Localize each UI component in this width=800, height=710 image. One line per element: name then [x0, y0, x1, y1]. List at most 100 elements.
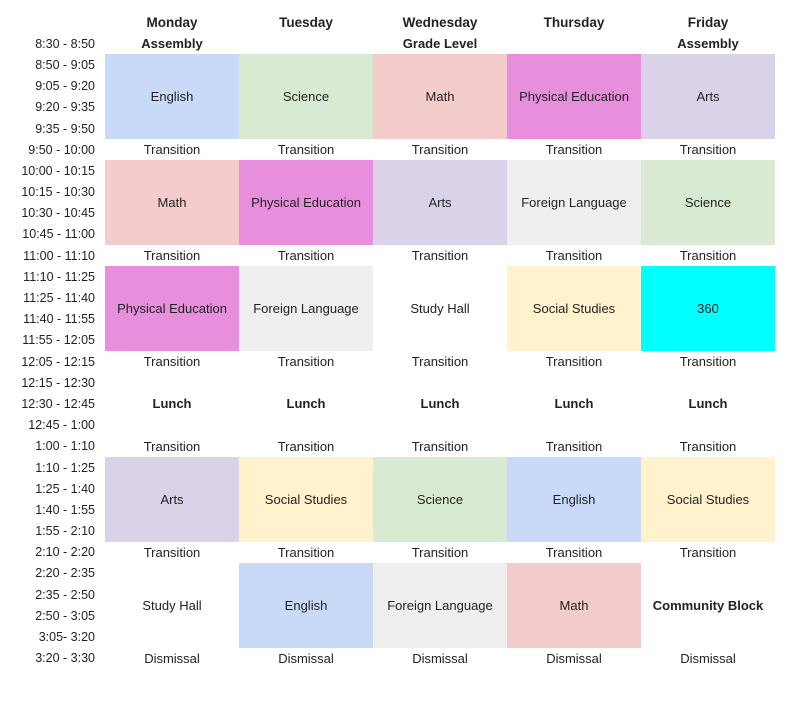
- class-block-thursday-transition: Transition: [545, 438, 603, 454]
- time-slot-label: 12:15 - 12:30: [21, 375, 95, 390]
- class-block-thursday-empty: [507, 33, 641, 54]
- time-slot-label: 3:20 - 3:30: [35, 651, 95, 666]
- time-slot-label: 10:30 - 10:45: [21, 206, 95, 221]
- class-block-monday-assembly: Assembly: [141, 36, 203, 52]
- time-slot-label: 12:45 - 1:00: [28, 418, 95, 433]
- class-block-monday-transition: Transition: [143, 544, 201, 560]
- time-slot-label: 11:25 - 11:40: [23, 291, 95, 306]
- class-block-friday-transition: Transition: [679, 544, 737, 560]
- class-block-monday-study-hall: Study Hall: [142, 597, 202, 613]
- time-slot-label: 1:55 - 2:10: [35, 524, 95, 539]
- time-slot-label: 8:30 - 8:50: [35, 36, 95, 51]
- class-block-monday-transition: Transition: [143, 438, 201, 454]
- class-block-friday-assembly: Assembly: [677, 36, 739, 52]
- weekly-schedule-grid: Monday Tuesday Wednesday Thursday Friday 8:30…: [0, 12, 775, 690]
- time-slot-label: 11:10 - 11:25: [23, 269, 95, 284]
- time-slot-label: 1:00 - 1:10: [35, 439, 95, 454]
- time-slot-label: 8:50 - 9:05: [35, 57, 95, 72]
- time-slot-label: 9:05 - 9:20: [35, 79, 95, 94]
- day-header-monday: Monday: [146, 15, 198, 31]
- time-slot-label: 3:05- 3:20: [38, 630, 95, 645]
- time-slot-label: 2:20 - 2:35: [35, 566, 95, 581]
- class-block-thursday-english: English: [507, 456, 641, 542]
- time-slot-label: 12:30 - 12:45: [21, 396, 95, 411]
- class-block-monday-transition: Transition: [143, 248, 201, 264]
- class-block-wednesday-dismissal: Dismissal: [412, 650, 468, 666]
- class-block-tuesday-transition: Transition: [277, 544, 335, 560]
- class-block-monday-arts: Arts: [105, 456, 239, 542]
- class-block-wednesday-transition: Transition: [411, 248, 469, 264]
- class-block-thursday-social-studies: Social Studies: [507, 266, 641, 351]
- class-block-tuesday-physical-education: Physical Education: [239, 160, 373, 246]
- class-block-friday-social-studies: Social Studies: [641, 456, 775, 542]
- class-block-tuesday-dismissal: Dismissal: [278, 650, 334, 666]
- time-slot-label: 1:40 - 1:55: [35, 502, 95, 517]
- class-block-tuesday-english: English: [239, 562, 373, 648]
- class-block-friday-lunch: Lunch: [688, 396, 728, 412]
- day-header-tuesday: Tuesday: [279, 15, 333, 31]
- class-block-thursday-math: Math: [507, 562, 641, 648]
- class-block-friday-transition: Transition: [679, 354, 737, 370]
- day-header-wednesday: Wednesday: [402, 15, 478, 31]
- time-slot-label: 10:00 - 10:15: [21, 163, 95, 178]
- time-slot-label: 10:15 - 10:30: [21, 185, 95, 200]
- class-block-friday-transition: Transition: [679, 142, 737, 158]
- class-block-monday-dismissal: Dismissal: [144, 650, 200, 666]
- class-block-wednesday-transition: Transition: [411, 544, 469, 560]
- time-slot-label: 11:00 - 11:10: [23, 248, 95, 263]
- class-block-friday-science: Science: [641, 160, 775, 246]
- class-block-tuesday-transition: Transition: [277, 438, 335, 454]
- class-block-wednesday-transition: Transition: [411, 438, 469, 454]
- class-block-monday-physical-education: Physical Education: [105, 266, 239, 351]
- class-block-thursday-physical-education: Physical Education: [507, 54, 641, 140]
- class-block-thursday-transition: Transition: [545, 142, 603, 158]
- class-block-wednesday-math: Math: [373, 54, 507, 140]
- time-slot-label: 2:35 - 2:50: [35, 587, 95, 602]
- class-block-monday-lunch: Lunch: [152, 396, 192, 412]
- class-block-friday-360: 360: [641, 266, 775, 351]
- class-block-tuesday-transition: Transition: [277, 354, 335, 370]
- time-slot-label: 10:45 - 11:00: [22, 227, 95, 242]
- class-block-friday-dismissal: Dismissal: [680, 650, 736, 666]
- class-block-thursday-transition: Transition: [545, 544, 603, 560]
- class-block-friday-transition: Transition: [679, 248, 737, 264]
- class-block-tuesday-science: Science: [239, 54, 373, 140]
- class-block-thursday-lunch: Lunch: [554, 396, 594, 412]
- class-block-tuesday-transition: Transition: [277, 248, 335, 264]
- class-block-thursday-dismissal: Dismissal: [546, 650, 602, 666]
- class-block-wednesday-transition: Transition: [411, 354, 469, 370]
- time-slot-label: 9:50 - 10:00: [28, 142, 95, 157]
- class-block-friday-arts: Arts: [641, 54, 775, 140]
- class-block-thursday-transition: Transition: [545, 248, 603, 264]
- class-block-wednesday-transition: Transition: [411, 142, 469, 158]
- time-slot-label: 2:10 - 2:20: [35, 545, 95, 560]
- class-block-monday-transition: Transition: [143, 142, 201, 158]
- class-block-thursday-transition: Transition: [545, 354, 603, 370]
- class-block-wednesday-foreign-language: Foreign Language: [373, 562, 507, 648]
- class-block-monday-english: English: [105, 54, 239, 140]
- class-block-wednesday-lunch: Lunch: [420, 396, 460, 412]
- time-slot-label: 11:40 - 11:55: [23, 312, 95, 327]
- class-block-wednesday-grade-level: Grade Level: [402, 36, 478, 52]
- class-block-tuesday-lunch: Lunch: [286, 396, 326, 412]
- time-slot-label: 12:05 - 12:15: [21, 354, 95, 369]
- class-block-monday-math: Math: [105, 160, 239, 246]
- class-block-tuesday-foreign-language: Foreign Language: [239, 266, 373, 351]
- class-block-wednesday-science: Science: [373, 456, 507, 542]
- class-block-thursday-foreign-language: Foreign Language: [507, 160, 641, 246]
- time-slot-label: 1:10 - 1:25: [35, 460, 95, 475]
- class-block-wednesday-arts: Arts: [373, 160, 507, 246]
- day-header-friday: Friday: [687, 15, 729, 31]
- class-block-tuesday-empty: [239, 33, 373, 54]
- time-slot-label: 9:20 - 9:35: [35, 100, 95, 115]
- class-block-friday-transition: Transition: [679, 438, 737, 454]
- class-block-friday-community-block: Community Block: [652, 597, 764, 613]
- class-block-tuesday-social-studies: Social Studies: [239, 456, 373, 542]
- class-block-wednesday-study-hall: Study Hall: [410, 301, 470, 317]
- time-slot-label: 1:25 - 1:40: [35, 481, 95, 496]
- time-slot-label: 11:55 - 12:05: [22, 333, 95, 348]
- time-slot-label: 2:50 - 3:05: [35, 608, 95, 623]
- class-block-tuesday-transition: Transition: [277, 142, 335, 158]
- class-block-monday-transition: Transition: [143, 354, 201, 370]
- time-slot-label: 9:35 - 9:50: [35, 121, 95, 136]
